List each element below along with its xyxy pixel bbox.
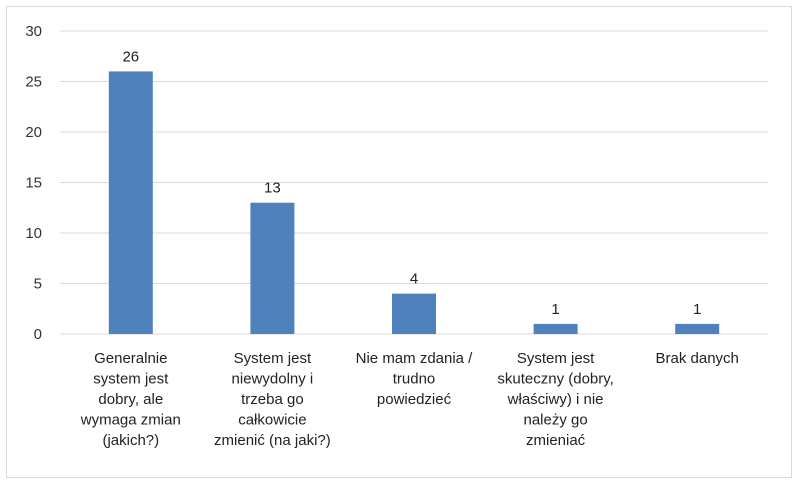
category-label-1-line-3: dobry, ale [98, 391, 163, 408]
y-tick-label-25: 25 [25, 74, 42, 91]
category-label-2-line-3: trzeba go [241, 391, 304, 408]
bar-3 [392, 293, 436, 334]
category-label-4-line-2: skuteczny (dobry, [497, 371, 613, 388]
category-label-3-line-2: trudno [393, 371, 436, 388]
category-label-4-line-1: System jest [517, 350, 595, 367]
category-label-2-line-4: całkowicie [238, 412, 306, 429]
category-label-1-line-5: (jakich?) [102, 432, 159, 449]
data-label-4: 1 [551, 301, 559, 318]
y-tick-label-20: 20 [25, 124, 42, 141]
y-tick-label-5: 5 [34, 276, 42, 293]
category-label-1-line-4: wymaga zmian [80, 412, 181, 429]
category-label-4-line-5: zmieniać [526, 432, 586, 449]
y-tick-label-30: 30 [25, 23, 42, 40]
bar-4 [533, 323, 578, 334]
data-label-5: 1 [693, 301, 701, 318]
bar-1 [108, 71, 153, 335]
category-label-4: System jest skuteczny (dobry, właściwy) i … [497, 350, 613, 449]
y-tick-label-15: 15 [25, 175, 42, 192]
category-label-5: Brak danych [656, 350, 739, 367]
category-label-3-line-3: powiedzieć [377, 391, 452, 408]
bar-2 [250, 202, 295, 334]
category-label-1-line-2: system jest [93, 371, 169, 388]
data-label-2: 13 [264, 180, 281, 197]
category-label-2: System jest niewydolny i trzeba go całkowic… [214, 350, 331, 449]
category-label-2-line-2: niewydolny i [232, 371, 314, 388]
data-label-1: 26 [122, 48, 139, 65]
data-label-3: 4 [410, 271, 418, 288]
category-label-2-line-5: zmienić (na jaki?) [214, 432, 331, 449]
category-label-5-line-1: Brak danych [656, 350, 739, 367]
y-tick-label-10: 10 [25, 225, 42, 242]
category-label-4-line-4: należy go [523, 412, 587, 429]
bar-5 [675, 323, 720, 334]
category-label-3: Nie mam zdania / trudno powiedzieć [356, 350, 474, 408]
category-label-2-line-1: System jest [234, 350, 312, 367]
category-label-4-line-3: właściwy) i nie [507, 391, 604, 408]
y-tick-label-0: 0 [34, 326, 42, 343]
category-label-3-line-1: Nie mam zdania / [356, 350, 474, 367]
category-label-1: Generalnie system jest dobry, ale wymaga zm… [80, 350, 181, 449]
category-label-1-line-1: Generalnie [94, 350, 167, 367]
